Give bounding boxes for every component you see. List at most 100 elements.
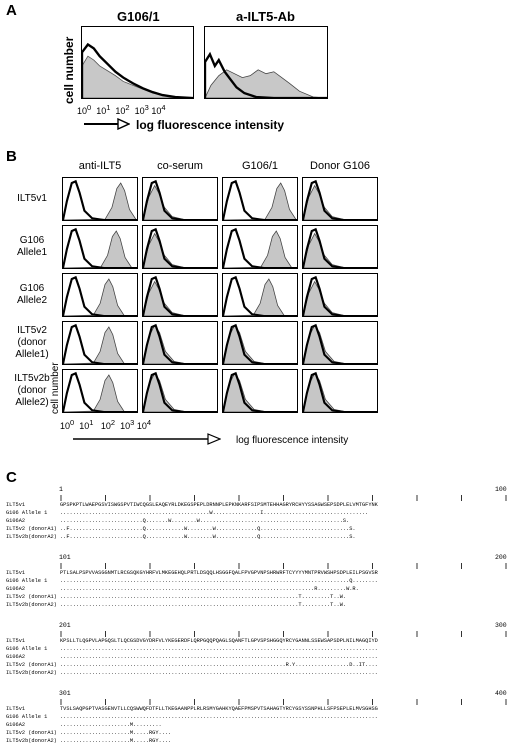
panel-b-row-label-line: (donor (17, 337, 47, 348)
alignment-block: ILT5v1 PTLSALPSPVVASGGNMTLRCGSQKGYHRFVLMK… (6, 569, 378, 609)
panel-b-histogram (62, 369, 138, 413)
panel-b-histogram (222, 369, 298, 413)
sequence-residues: ..F.......................Q............W… (60, 534, 356, 540)
panel-b-row-label: G106 Allele1 (6, 235, 58, 259)
alignment-row: ILT5v2b(donorA2) ......................M.… (6, 737, 378, 745)
alignment-end-number: 400 (495, 690, 507, 697)
alignment-row: ILT5v1 PTLSALPSPVVASGGNMTLRCGSQKGYHRFVLMK… (6, 569, 378, 577)
panel-b-histogram (142, 369, 218, 413)
sequence-residues: ........................................… (60, 578, 378, 584)
sequence-name: G106A2 (6, 518, 26, 524)
alignment-ruler (60, 699, 507, 705)
alignment-start-number: 101 (59, 554, 71, 561)
sequence-name: ILT5v2b(donorA2) (6, 602, 57, 608)
panel-b-row-label-line: ILT5v1 (17, 193, 47, 204)
sequence-residues: KPSLLTLQGPVLAPGQSLTLQCGSDVGYDRFVLYKEGERD… (60, 638, 378, 644)
panel-b-histogram (222, 273, 298, 317)
sequence-name: G106 Allele 1 (6, 646, 48, 652)
panel-b-row-label-line: ILT5v2 (17, 325, 47, 336)
alignment-start-number: 1 (59, 486, 63, 493)
sequence-name: ILT5v2 (donorA1) (6, 526, 57, 532)
alignment-row: G106 Allele 1...........................… (6, 509, 378, 517)
sequence-name: G106A2 (6, 654, 26, 660)
panel-b-histogram (142, 177, 218, 221)
panel-b-row-label: ILT5v2b (donor Allele2) (6, 373, 58, 409)
panel-b-row-label-line: G106 (19, 283, 45, 294)
sequence-name: ILT5v2 (donorA1) (6, 662, 57, 668)
sequence-residues: ......................M.....RGY.... (60, 738, 172, 744)
alignment-end-number: 300 (495, 622, 507, 629)
alignment-ruler (60, 631, 507, 637)
alignment-row: ILT5v2b(donorA2)........................… (6, 669, 378, 677)
sequence-name: ILT5v1 (6, 570, 26, 576)
sequence-residues: TVSLSAQPGPTVASGENVTLLCQSWWQFDTFLLTKEGAAN… (60, 706, 378, 712)
panel-b-column-3: Donor G106 (310, 160, 370, 172)
alignment-row: ILT5v1 TVSLSAQPGPTVASGENVTLLCQSWWQFDTFLLT… (6, 705, 378, 713)
panel-b-arrow-icon (73, 433, 221, 445)
alignment-row: ILT5v2 (donorA1) ......................M.… (6, 729, 378, 737)
sequence-name: G106 Allele 1 (6, 510, 48, 516)
alignment-row: ILT5v2 (donorA1) ..F.....................… (6, 525, 378, 533)
panel-b-column-2: G106/1 (241, 160, 279, 172)
sequence-residues: ........................................… (60, 510, 369, 516)
panel-b-histogram (62, 177, 138, 221)
panel-b-row-label: ILT5v2 (donor Allele1) (6, 325, 58, 361)
panel-a-xlabel: log fluorescence intensity (136, 118, 285, 132)
sequence-residues: ........................................… (60, 602, 347, 608)
sequence-name: G106 Allele 1 (6, 578, 48, 584)
panel-a-letter: A (6, 2, 17, 19)
panel-b-histogram (302, 369, 378, 413)
alignment-start-number: 301 (59, 690, 71, 697)
panel-b-xlabel: log fluorescence intensity (236, 435, 349, 446)
sequence-name: ILT5v2b(donorA2) (6, 738, 57, 744)
panel-a-arrow-icon (84, 118, 130, 130)
sequence-name: ILT5v2b(donorA2) (6, 534, 57, 540)
alignment-row: G106A2 ..........................Q.......… (6, 517, 378, 525)
panel-b-histogram (62, 225, 138, 269)
alignment-row: ILT5v1 KPSLLTLQGPVLAPGQSLTLQCGSDVGYDRFVLY… (6, 637, 378, 645)
alignment-row: G106A2..................................… (6, 653, 378, 661)
panel-b-histogram (62, 321, 138, 365)
panel-b-letter: B (6, 148, 17, 165)
panel-b-histogram (302, 321, 378, 365)
alignment-row: G106A2..................................… (6, 585, 378, 593)
alignment-end-number: 200 (495, 554, 507, 561)
panel-a-title-2: a-ILT5-Ab (236, 9, 295, 24)
panel-b-column-1: co-serum (157, 160, 203, 172)
panel-b-histogram (142, 273, 218, 317)
sequence-residues: ........................................… (60, 646, 378, 652)
alignment-row: G106A2 ......................M......... (6, 721, 378, 729)
panel-b-histogram (142, 321, 218, 365)
sequence-name: ILT5v1 (6, 638, 26, 644)
alignment-ruler (60, 495, 507, 501)
panel-a-title-1: G106/1 (117, 9, 160, 24)
sequence-residues: ......................M......... (60, 722, 162, 728)
panel-b-histogram (62, 273, 138, 317)
panel-a-histogram-1 (81, 26, 194, 99)
sequence-residues: ........................................… (60, 670, 378, 676)
panel-b-row-label: ILT5v1 (6, 193, 58, 205)
sequence-name: ILT5v2 (donorA1) (6, 594, 57, 600)
sequence-residues: PTLSALPSPVVASGGNMTLRCGSQKGYHRFVLMKEGEHQL… (60, 570, 378, 576)
panel-b-ticks: 100 101 102 103 104 (60, 418, 151, 431)
panel-b-histogram (222, 321, 298, 365)
panel-b-row-label-line: Allele1 (16, 247, 48, 258)
alignment-block: ILT5v1 GPSPKPTLWAEPGSVISWGSPVTIWCQGSLEAQE… (6, 501, 378, 541)
sequence-residues: ........................................… (60, 654, 378, 660)
panel-a-ticks: 100 101 102 103 104 (77, 103, 166, 116)
sequence-name: G106A2 (6, 722, 26, 728)
alignment-block: ILT5v1 TVSLSAQPGPTVASGENVTLLCQSWWQFDTFLLT… (6, 705, 378, 745)
panel-b-row-label-line: G106 (19, 235, 45, 246)
sequence-name: G106 Allele 1 (6, 714, 48, 720)
panel-b-row-label-line: Allele2) (15, 397, 49, 408)
panel-b-column-0: anti-ILT5 (78, 160, 122, 172)
panel-b-row-label-line: Allele1) (15, 349, 49, 360)
alignment-end-number: 100 (495, 486, 507, 493)
sequence-residues: ......................M.....RGY.... (60, 730, 172, 736)
panel-b-histogram (222, 225, 298, 269)
sequence-residues: ........................................… (60, 662, 378, 668)
alignment-row: ILT5v2 (donorA1)........................… (6, 593, 378, 601)
panel-b-histogram (302, 273, 378, 317)
sequence-residues: GPSPKPTLWAEPGSVISWGSPVTIWCQGSLEAQEYRLDKE… (60, 502, 378, 508)
panel-b-row-label-line: ILT5v2b (14, 373, 50, 384)
